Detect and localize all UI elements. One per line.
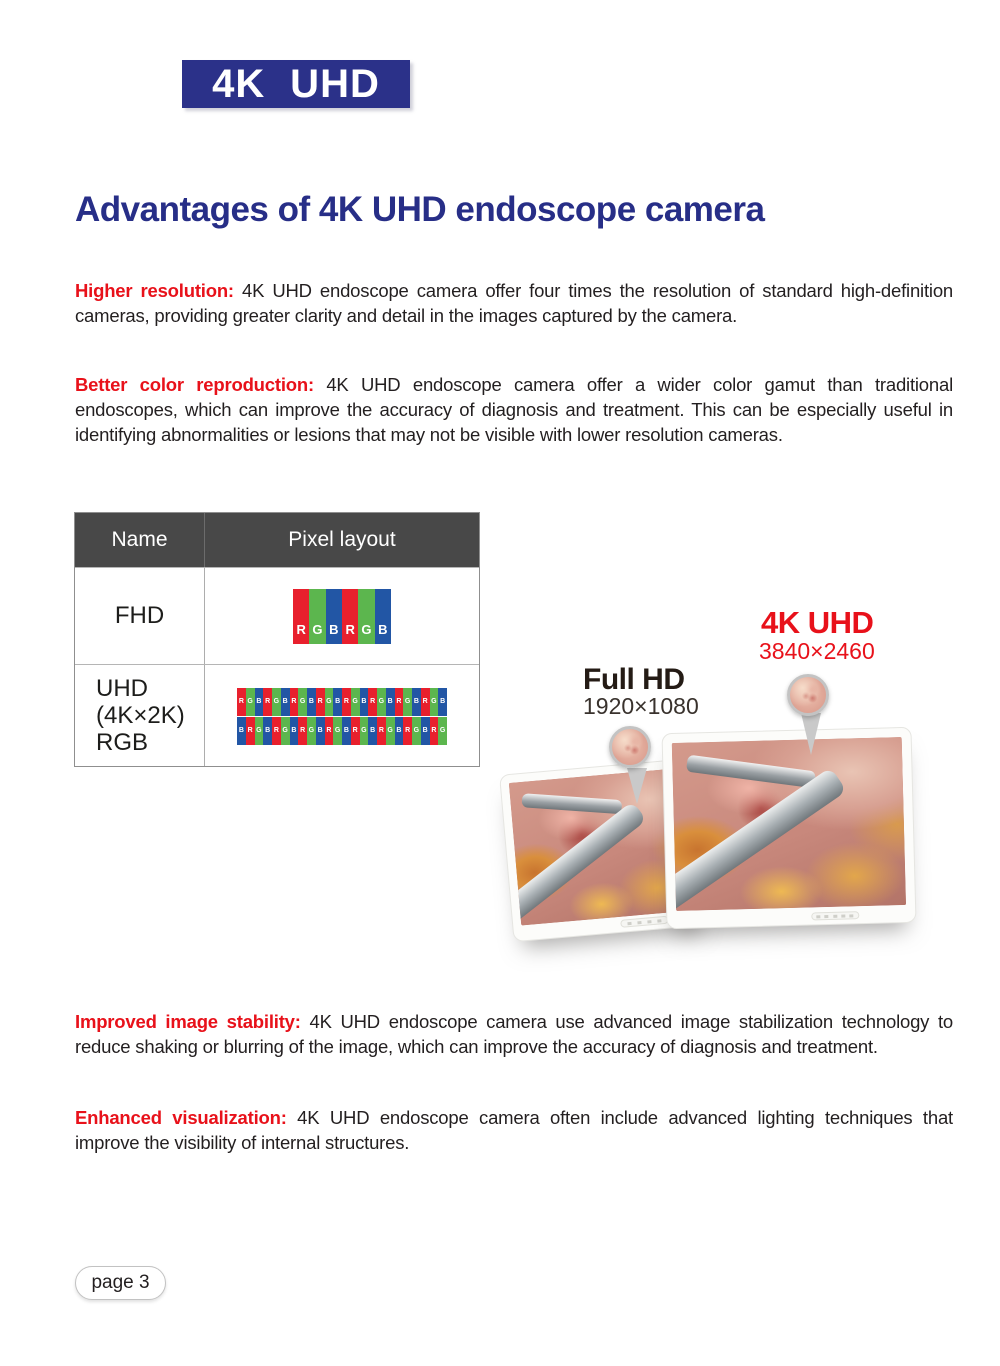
- fhd-monitor-resolution: 1920×1080: [583, 693, 699, 719]
- row-name-line: RGB: [96, 729, 149, 756]
- paragraph-body: 4K UHD endoscope camera offer four times…: [75, 280, 953, 326]
- row-name-uhd: UHD (4K×2K) RGB: [75, 665, 205, 766]
- monitor-buttons: [811, 911, 860, 921]
- paragraph-higher-resolution: Higher resolution: 4K UHD endoscope came…: [75, 278, 953, 328]
- magnifier-pointer-uhd: [801, 713, 821, 755]
- paragraph-lead: Better color reproduction:: [75, 374, 314, 395]
- fhd-monitor-label: Full HD: [583, 663, 685, 696]
- monitor-buttons: [619, 915, 669, 928]
- magnifier-circle-uhd: [787, 674, 829, 716]
- magnifier-circle-fhd: [609, 726, 651, 768]
- table-header-row: Name Pixel layout: [75, 513, 479, 567]
- uhd-monitor-image: [661, 726, 917, 930]
- row-name-line: UHD: [96, 675, 148, 702]
- uhd-monitor-label: 4K UHD: [761, 605, 874, 640]
- paragraph-body: 4K UHD endoscope camera use advanced ima…: [75, 1011, 953, 1057]
- page-number-badge: page 3: [75, 1266, 166, 1300]
- paragraph-lead: Improved image stability:: [75, 1011, 301, 1032]
- paragraph-lead: Higher resolution:: [75, 280, 234, 301]
- row-name-line: FHD: [114, 602, 165, 629]
- table-header-name: Name: [75, 513, 205, 567]
- uhd-monitor-screen: [671, 737, 907, 911]
- row-name-line: (4K×2K): [96, 702, 185, 729]
- page-title: Advantages of 4K UHD endoscope camera: [75, 190, 765, 229]
- brand-logo-4k-uhd: 4K UHD: [182, 60, 410, 108]
- paragraph-body: 4K UHD endoscope camera often include ad…: [75, 1107, 953, 1153]
- uhd-monitor-resolution: 3840×2460: [759, 638, 875, 664]
- paragraph-better-color: Better color reproduction: 4K UHD endosc…: [75, 372, 953, 447]
- paragraph-enhanced-visualization: Enhanced visualization: 4K UHD endoscope…: [75, 1105, 953, 1155]
- paragraph-body: 4K UHD endoscope camera offer a wider co…: [75, 374, 953, 445]
- paragraph-lead: Enhanced visualization:: [75, 1107, 287, 1128]
- paragraph-image-stability: Improved image stability: 4K UHD endosco…: [75, 1009, 953, 1059]
- row-name-fhd: FHD: [75, 568, 205, 664]
- magnifier-pointer-fhd: [627, 768, 647, 804]
- table-header-pixel-layout: Pixel layout: [288, 528, 396, 551]
